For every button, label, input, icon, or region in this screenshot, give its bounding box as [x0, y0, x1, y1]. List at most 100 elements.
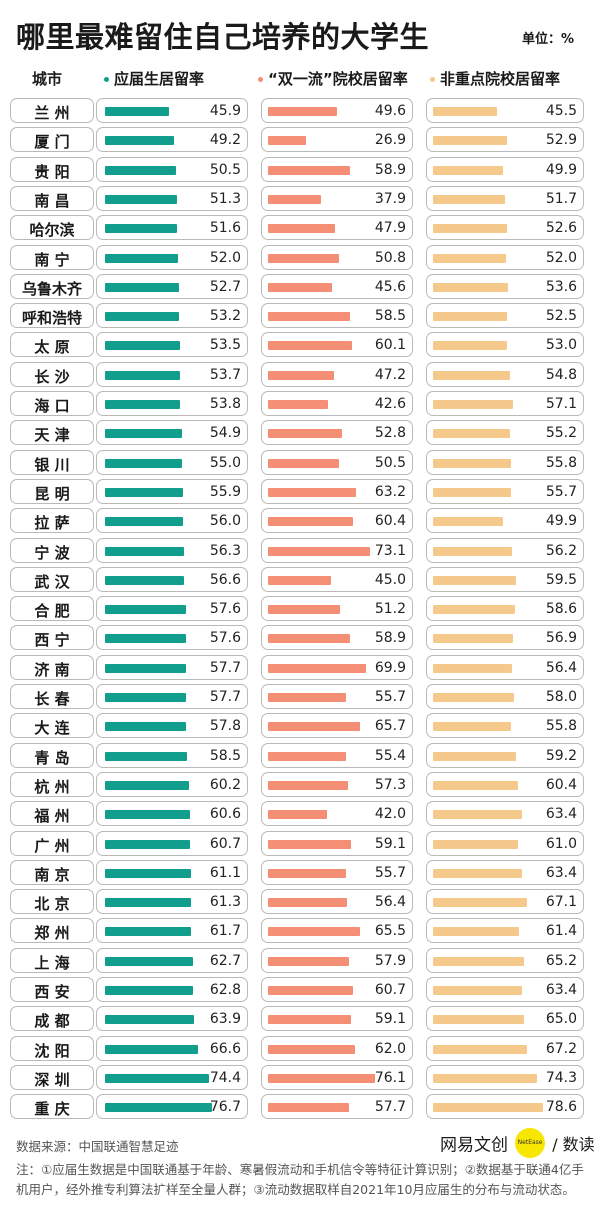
graduate-rate-value: 56.3: [209, 542, 241, 559]
graduate-rate-value: 55.0: [209, 454, 241, 471]
non-key-rate-value: 49.9: [545, 513, 577, 530]
city-label: 银 川: [34, 455, 70, 474]
double-first-class-rate-value: 45.0: [374, 571, 406, 588]
graduate-rate-value: 50.5: [209, 161, 241, 178]
double-first-class-rate-bar: [268, 224, 336, 234]
double-first-class-rate-bar: [268, 136, 306, 146]
graduate-rate-bar: [105, 839, 190, 849]
non-key-rate-cell: 59.5: [426, 566, 584, 592]
city-label: 济 南: [34, 660, 70, 679]
double-first-class-rate-cell: 47.2: [261, 361, 413, 387]
city-label: 大 连: [34, 719, 70, 738]
city-label: 上 海: [34, 953, 70, 972]
city-label: 长 春: [34, 690, 70, 708]
double-first-class-rate-value: 73.1: [374, 542, 406, 559]
graduate-rate-bar: [105, 810, 190, 820]
city-label: 昆 明: [34, 484, 70, 503]
city-pill: 银 川: [10, 449, 94, 475]
double-first-class-rate-cell: 37.9: [261, 185, 413, 211]
double-first-class-rate-value: 58.5: [374, 308, 406, 325]
city-pill: 大 连: [10, 713, 94, 739]
double-first-class-rate-cell: 73.1: [261, 537, 413, 563]
graduate-rate-value: 57.6: [209, 601, 241, 618]
city-pill: 西 安: [10, 977, 94, 1002]
legend-label: 应届生居留率: [114, 70, 205, 88]
graduate-rate-bar: [105, 575, 185, 585]
non-key-rate-value: 49.9: [545, 161, 577, 178]
graduate-rate-bar: [105, 1073, 210, 1083]
non-key-rate-value: 56.9: [545, 630, 577, 647]
non-key-rate-value: 59.5: [545, 571, 577, 588]
double-first-class-rate-cell: 62.0: [261, 1035, 413, 1061]
non-key-rate-bar: [433, 927, 519, 937]
non-key-rate-value: 52.9: [545, 132, 577, 149]
city-label: 西 宁: [34, 631, 70, 650]
city-pill: 兰 州: [10, 98, 94, 123]
non-key-rate-value: 53.0: [545, 337, 577, 354]
double-first-class-rate-bar: [268, 429, 342, 439]
graduate-rate-cell: 52.7: [96, 273, 248, 299]
city-pill: 西 宁: [10, 625, 94, 651]
graduate-rate-cell: 53.7: [96, 361, 248, 387]
graduate-rate-bar: [105, 634, 186, 644]
graduate-rate-value: 62.7: [209, 952, 241, 969]
non-key-rate-value: 78.6: [545, 1099, 577, 1116]
non-key-rate-cell: 49.9: [426, 156, 584, 182]
graduate-rate-value: 53.7: [209, 366, 241, 383]
graduate-rate-cell: 58.5: [96, 742, 248, 768]
table-row: 西 宁 57.6 58.9 56.9: [0, 625, 600, 651]
non-key-rate-cell: 61.4: [426, 918, 584, 944]
double-first-class-rate-bar: [268, 400, 328, 409]
graduate-rate-bar: [105, 780, 190, 790]
graduate-rate-value: 51.3: [209, 190, 241, 207]
non-key-rate-bar: [433, 429, 511, 439]
non-key-rate-cell: 55.8: [426, 713, 584, 739]
table-row: 郑 州 61.7 65.5 61.4: [0, 918, 600, 944]
double-first-class-rate-value: 51.2: [374, 601, 406, 618]
city-pill: 沈 阳: [10, 1035, 94, 1061]
non-key-rate-cell: 56.2: [426, 537, 584, 563]
non-key-rate-value: 63.4: [545, 982, 577, 998]
non-key-rate-cell: 74.3: [426, 1064, 584, 1090]
double-first-class-rate-bar: [268, 282, 332, 292]
non-key-rate-cell: 61.0: [426, 830, 584, 856]
double-first-class-rate-cell: 60.4: [261, 508, 413, 534]
non-key-rate-cell: 52.5: [426, 303, 584, 329]
non-key-rate-bar: [433, 282, 509, 292]
graduate-rate-cell: 57.6: [96, 625, 248, 651]
non-key-rate-cell: 60.4: [426, 771, 584, 797]
double-first-class-rate-bar: [268, 1103, 349, 1113]
city-pill: 深 圳: [10, 1064, 94, 1090]
graduate-rate-bar: [105, 898, 191, 908]
double-first-class-rate-cell: 42.0: [261, 801, 413, 827]
city-label: 天 津: [34, 426, 70, 445]
non-key-rate-bar: [433, 986, 522, 995]
graduate-rate-cell: 57.7: [96, 654, 248, 680]
non-key-rate-cell: 53.6: [426, 273, 584, 299]
non-key-rate-value: 65.0: [545, 1011, 577, 1028]
double-first-class-rate-cell: 59.1: [261, 830, 413, 856]
city-pill: 郑 州: [10, 918, 94, 944]
city-label: 杭 州: [34, 777, 70, 796]
double-first-class-rate-cell: 45.0: [261, 566, 413, 592]
city-label: 厦 门: [34, 133, 70, 152]
footnote: 注：①应届生数据是中国联通基于年龄、寒暑假流动和手机信令等特征计算识别；②数据基…: [16, 1162, 584, 1197]
graduate-rate-bar: [105, 224, 178, 234]
table-row: 银 川 55.0 50.5 55.8: [0, 449, 600, 475]
graduate-rate-value: 58.5: [209, 747, 241, 764]
double-first-class-rate-value: 50.5: [374, 454, 406, 471]
double-first-class-rate-bar: [268, 986, 353, 995]
city-label: 宁 波: [34, 543, 70, 562]
double-first-class-rate-bar: [268, 868, 346, 878]
double-first-class-rate-value: 65.7: [374, 718, 406, 735]
non-key-rate-cell: 59.2: [426, 742, 584, 768]
double-first-class-rate-cell: 52.8: [261, 420, 413, 446]
graduate-rate-bar: [105, 1015, 195, 1025]
non-key-rate-cell: 52.6: [426, 215, 584, 241]
non-key-rate-value: 52.0: [545, 249, 577, 266]
legend-dot-icon: [104, 77, 109, 82]
non-key-rate-bar: [433, 1044, 528, 1054]
non-key-rate-value: 67.1: [545, 894, 577, 911]
city-label: 重 庆: [34, 1100, 70, 1119]
city-label: 长 沙: [34, 367, 70, 386]
